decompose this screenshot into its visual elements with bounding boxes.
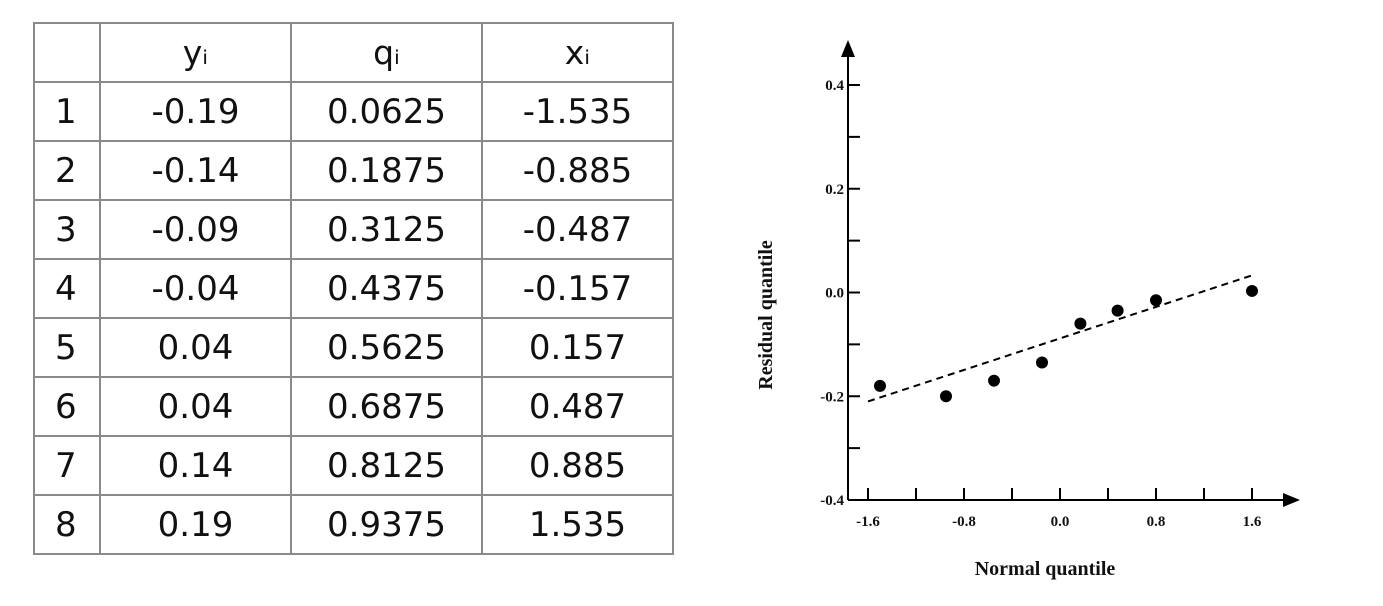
cell-x: -0.157 (481, 258, 674, 319)
data-point (940, 390, 952, 403)
cell-x: 0.157 (481, 317, 674, 378)
x-tick-label: -1.6 (856, 514, 880, 530)
data-point (1111, 304, 1124, 317)
y-tick-label: 0.0 (825, 286, 844, 302)
data-point (1246, 284, 1258, 297)
row-index: 5 (33, 317, 101, 378)
y-tick-label: 0.4 (825, 78, 844, 94)
reference-line (867, 274, 1253, 403)
y-axis-label: Residual quantile (755, 240, 777, 390)
cell-q: 0.8125 (290, 435, 483, 496)
y-tick-label: 0.2 (825, 182, 844, 198)
cell-y: 0.04 (99, 376, 292, 437)
cell-q: 0.6875 (290, 376, 483, 437)
cell-q: 0.0625 (290, 81, 483, 142)
cell-y: 0.04 (99, 317, 292, 378)
data-point (1150, 294, 1162, 307)
table-row: 7 0.14 0.8125 0.885 (33, 435, 674, 496)
x-tick-label: 1.6 (1243, 514, 1262, 530)
table-row: 6 0.04 0.6875 0.487 (33, 376, 674, 437)
table-header-row: yᵢ qᵢ xᵢ (33, 22, 674, 83)
cell-y: -0.04 (99, 258, 292, 319)
row-index: 7 (33, 435, 101, 496)
data-point (874, 379, 886, 392)
cell-y: 0.14 (99, 435, 292, 496)
data-point (1036, 356, 1048, 369)
column-header-q: qᵢ (290, 22, 483, 83)
row-index: 3 (33, 199, 101, 260)
x-tick-label: 0.0 (1051, 514, 1070, 530)
data-point (988, 374, 1000, 387)
x-tick-label: 0.8 (1147, 514, 1166, 530)
x-axis-arrow-icon (1283, 493, 1300, 507)
column-header-index (33, 22, 101, 83)
reference-line-group (867, 274, 1253, 403)
cell-q: 0.4375 (290, 258, 483, 319)
cell-x: 0.487 (481, 376, 674, 437)
cell-q: 0.5625 (290, 317, 483, 378)
cell-y: -0.19 (99, 81, 292, 142)
cell-q: 0.9375 (290, 494, 483, 555)
row-index: 6 (33, 376, 101, 437)
column-header-x: xᵢ (481, 22, 674, 83)
table-row: 1 -0.19 0.0625 -1.535 (33, 81, 674, 142)
row-index: 4 (33, 258, 101, 319)
points (874, 284, 1258, 403)
cell-q: 0.3125 (290, 199, 483, 260)
table-row: 4 -0.04 0.4375 -0.157 (33, 258, 674, 319)
column-header-y: yᵢ (99, 22, 292, 83)
table-row: 8 0.19 0.9375 1.535 (33, 494, 674, 555)
cell-x: -1.535 (481, 81, 674, 142)
cell-x: 0.885 (481, 435, 674, 496)
cell-y: -0.09 (99, 199, 292, 260)
row-index: 2 (33, 140, 101, 201)
table-row: 2 -0.14 0.1875 -0.885 (33, 140, 674, 201)
cell-x: -0.487 (481, 199, 674, 260)
y-tick-label: -0.4 (820, 493, 844, 509)
data-table: yᵢ qᵢ xᵢ 1 -0.19 0.0625 -1.535 2 -0.14 0.1875-… (33, 22, 674, 555)
table-body: 1 -0.19 0.0625 -1.535 2 -0.14 0.1875 -0.885 3 -0.… (33, 81, 674, 555)
x-tick-label: -0.8 (952, 514, 976, 530)
data-point (1074, 317, 1087, 330)
y-axis-arrow-icon (841, 40, 855, 57)
table-row: 5 0.04 0.5625 0.157 (33, 317, 674, 378)
row-index: 8 (33, 494, 101, 555)
row-index: 1 (33, 81, 101, 142)
y-tick-label: -0.2 (820, 389, 844, 405)
cell-y: -0.14 (99, 140, 292, 201)
x-axis-label: Normal quantile (975, 558, 1116, 580)
cell-y: 0.19 (99, 494, 292, 555)
axes (841, 40, 1300, 507)
table-row: 3 -0.09 0.3125 -0.487 (33, 199, 674, 260)
ticks: 0.4 0.2 0.0 -0.2 -0.4 -1.6 -0.8 0.0 0.8 1.6 (820, 78, 1262, 530)
cell-x: 1.535 (481, 494, 674, 555)
cell-q: 0.1875 (290, 140, 483, 201)
cell-x: -0.885 (481, 140, 674, 201)
qq-plot: 0.4 0.2 0.0 -0.2 -0.4 -1.6 -0.8 0.0 0.8 1.6 Norma… (755, 40, 1300, 580)
